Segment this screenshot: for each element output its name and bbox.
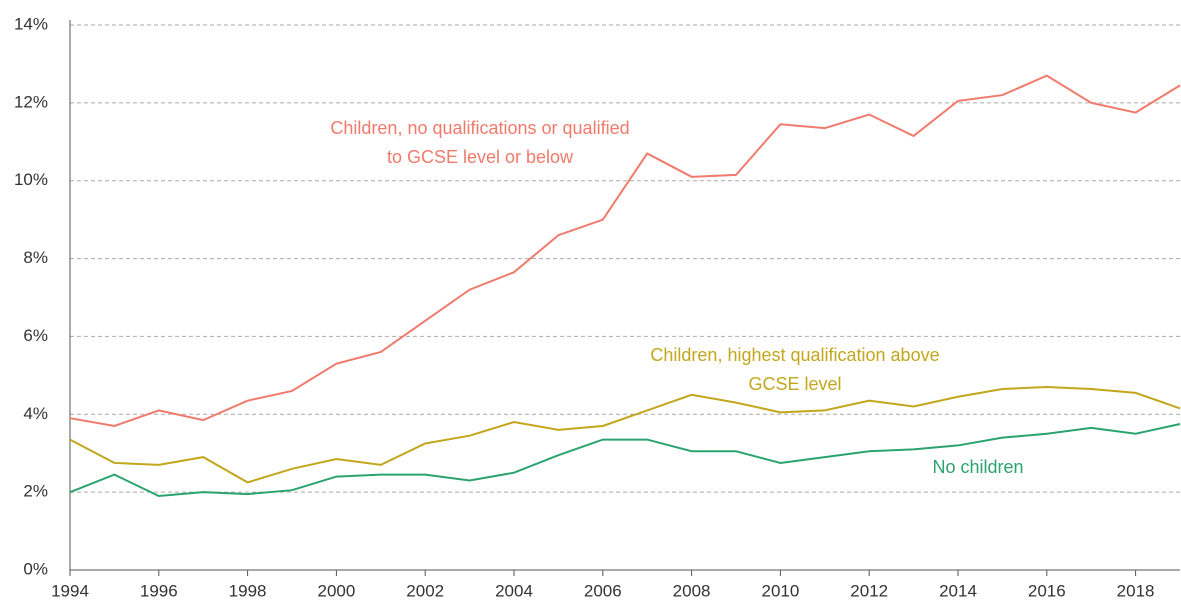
x-tick-label: 2002 [406,581,444,600]
x-tick-label: 2016 [1028,581,1066,600]
x-tick-label: 2018 [1117,581,1155,600]
x-tick-label: 2006 [584,581,622,600]
y-tick-label: 2% [23,482,48,501]
series-label: Children, no qualifications or qualified… [330,118,630,167]
x-tick-label: 2000 [317,581,355,600]
x-tick-label: 2010 [761,581,799,600]
y-tick-label: 6% [23,326,48,345]
x-tick-label: 2004 [495,581,533,600]
y-tick-label: 14% [14,14,48,33]
x-tick-label: 1998 [229,581,267,600]
series-label: Children, highest qualification above GC… [650,345,940,394]
y-tick-label: 12% [14,92,48,111]
x-tick-label: 2012 [850,581,888,600]
y-tick-label: 10% [14,170,48,189]
y-tick-label: 8% [23,248,48,267]
series-label: No children [932,457,1024,477]
series-line [69,423,1181,498]
x-tick-label: 1994 [51,581,89,600]
x-tick-label: 2014 [939,581,977,600]
x-tick-label: 2008 [673,581,711,600]
x-tick-label: 1996 [140,581,178,600]
y-tick-label: 4% [23,404,48,423]
series-line [69,74,1181,427]
series-line [69,386,1181,484]
y-tick-label: 0% [23,559,48,578]
